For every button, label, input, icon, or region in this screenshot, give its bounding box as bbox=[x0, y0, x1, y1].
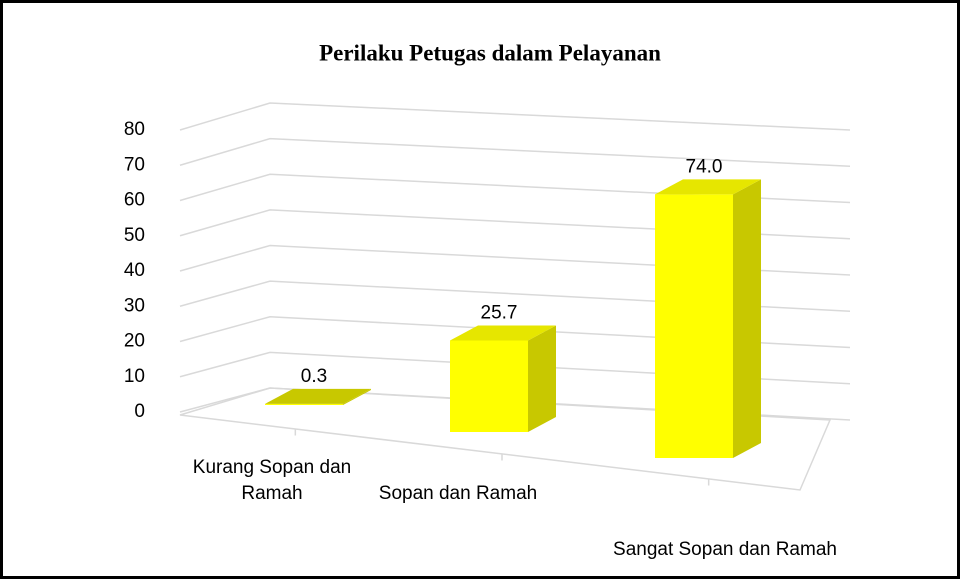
bar bbox=[450, 340, 528, 432]
bar-side bbox=[733, 179, 761, 458]
y-tick-label: 50 bbox=[124, 225, 145, 246]
y-tick-label: 10 bbox=[124, 366, 145, 387]
y-tick-label: 30 bbox=[124, 295, 145, 316]
bar-side bbox=[528, 325, 556, 432]
chart-title: Perilaku Petugas dalam Pelayanan bbox=[319, 40, 661, 65]
grid-line bbox=[179, 137, 851, 167]
bar-side bbox=[343, 388, 371, 405]
y-tick-label: 0 bbox=[134, 401, 145, 422]
grid-line bbox=[179, 102, 851, 131]
grid-line bbox=[179, 173, 851, 204]
x-tick-label: Sangat Sopan dan Ramah bbox=[613, 539, 837, 560]
bar-top bbox=[655, 179, 761, 195]
y-tick-label: 80 bbox=[124, 119, 145, 140]
bar bbox=[265, 403, 343, 405]
data-label: 0.3 bbox=[301, 366, 327, 387]
x-tick-label: Sopan dan Ramah bbox=[378, 483, 538, 504]
bar bbox=[655, 194, 733, 458]
x-tick-label: Kurang Sopan dan Ramah bbox=[192, 457, 352, 504]
y-tick-label: 20 bbox=[124, 331, 145, 352]
bar-top bbox=[450, 325, 556, 341]
y-tick-label: 60 bbox=[124, 190, 145, 211]
bar-top bbox=[265, 388, 371, 404]
y-tick-label: 70 bbox=[124, 154, 145, 175]
floor bbox=[179, 387, 832, 491]
data-label: 74.0 bbox=[686, 156, 723, 177]
data-label: 25.7 bbox=[481, 302, 518, 323]
y-tick-label: 40 bbox=[124, 260, 145, 281]
